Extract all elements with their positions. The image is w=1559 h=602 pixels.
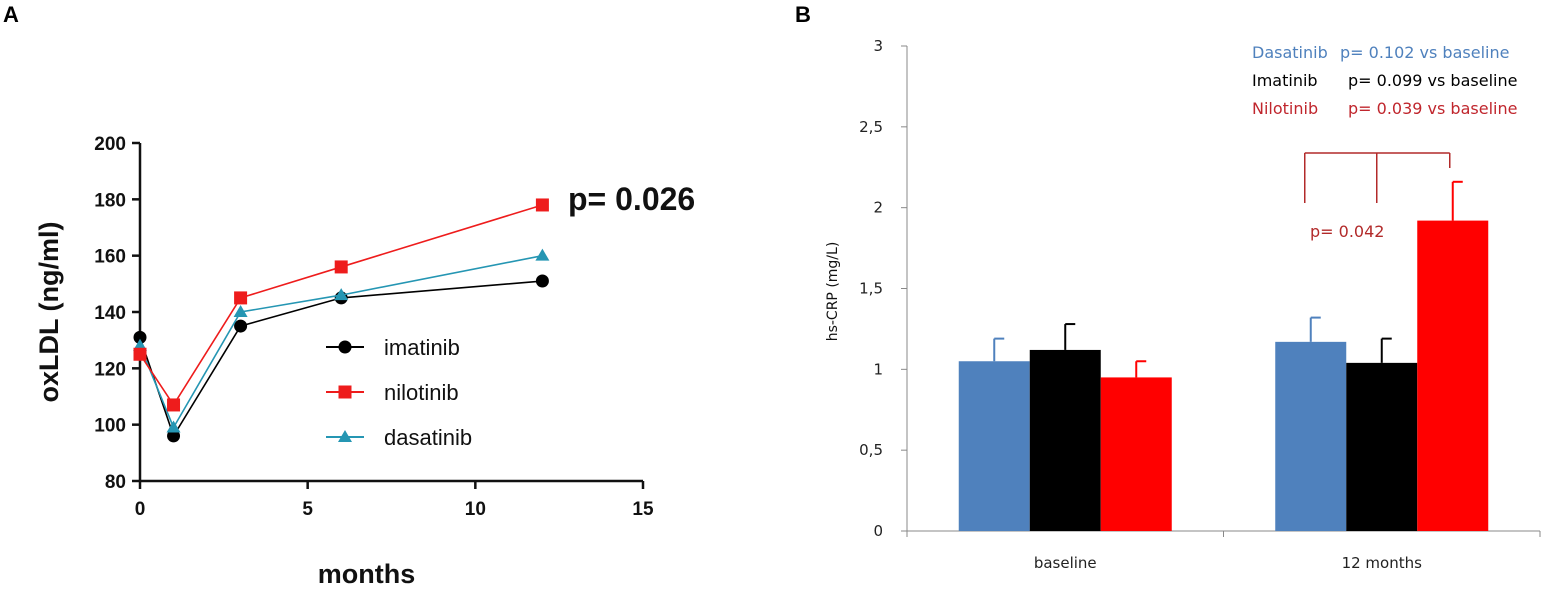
panel-a-legend-marker-dasatinib	[338, 430, 352, 442]
panel-b-bar-nilotinib-12-months	[1417, 220, 1489, 531]
panel-b-legend: Dasatinib p= 0.102 vs baseline Imatinib p= …	[1252, 43, 1517, 118]
panel-b: B 0 0,5 1 1,5 2 2,5 3 baseline 12 months hs-CRP …	[795, 2, 1541, 572]
panel-a-series-dasatinib	[133, 248, 550, 433]
panel-a-y-axis-title: oxLDL (ng/ml)	[34, 222, 64, 403]
panel-a-point-nilotinib	[234, 291, 248, 305]
panel-a-point-nilotinib	[133, 347, 147, 361]
panel-b-y-tick-label: 0	[873, 522, 883, 540]
panel-a-x-axis-title: months	[318, 559, 416, 589]
panel-a-legend-marker-nilotinib	[338, 385, 352, 399]
panel-b-significance-bracket	[1304, 152, 1451, 203]
panel-b-legend-name-imatinib: Imatinib	[1252, 71, 1318, 90]
panel-a-point-dasatinib	[166, 420, 181, 433]
panel-b-legend-stat-nilotinib: p= 0.039 vs baseline	[1348, 99, 1517, 118]
panel-b-bar-dasatinib-baseline	[958, 361, 1030, 531]
panel-a-series	[133, 198, 550, 443]
panel-b-y-tick-label: 2,5	[859, 118, 883, 136]
panel-a-axes: 80 100 120 140 160 180 200 0 5 10 15	[94, 134, 654, 520]
panel-a-x-tick-label: 15	[632, 499, 654, 520]
panel-b-bar-imatinib-12-months	[1346, 362, 1418, 531]
panel-a-legend-label-imatinib: imatinib	[384, 335, 460, 360]
panel-a-series-imatinib	[133, 274, 549, 443]
panel-b-y-axis-title: hs-CRP (mg/L)	[825, 242, 841, 342]
panel-a-y-tick-label: 160	[94, 247, 126, 268]
panel-b-letter: B	[795, 2, 811, 27]
panel-a: A 80 100 120 140 160 180 200 0 5 10 15 oxLDL (ng/m…	[3, 2, 695, 589]
panel-a-point-nilotinib	[535, 198, 549, 212]
panel-a-point-imatinib	[167, 429, 181, 443]
panel-a-x-tick-label: 5	[302, 499, 313, 520]
panel-b-y-tick-label: 3	[873, 37, 883, 55]
panel-a-y-tick-label: 80	[105, 472, 126, 493]
panel-a-y-tick-label: 120	[94, 359, 126, 380]
panel-a-y-tick-label: 100	[94, 416, 126, 437]
panel-a-point-imatinib	[133, 330, 147, 344]
panel-b-bar-nilotinib-baseline	[1100, 377, 1172, 531]
panel-b-bar-imatinib-baseline	[1029, 349, 1101, 531]
panel-b-legend-name-dasatinib: Dasatinib	[1252, 43, 1328, 62]
panel-b-p-value: p= 0.042	[1310, 222, 1384, 241]
panel-a-legend-marker-imatinib	[338, 340, 352, 354]
panel-a-point-imatinib	[234, 319, 248, 333]
panel-a-point-dasatinib	[334, 288, 349, 301]
panel-a-x-tick-label: 10	[465, 499, 486, 520]
panel-a-p-value: p= 0.026	[568, 181, 695, 217]
panel-a-line-dasatinib	[139, 254, 543, 430]
panel-a-y-tick-label: 180	[94, 190, 126, 211]
panel-a-point-imatinib	[535, 274, 549, 288]
panel-a-point-nilotinib	[167, 398, 181, 412]
panel-b-y-tick-label: 1	[873, 360, 883, 378]
panel-a-y-tick-label: 200	[94, 134, 126, 155]
panel-b-x-tick-label: 12 months	[1342, 554, 1423, 572]
panel-a-point-dasatinib	[535, 248, 550, 261]
panel-b-y-tick-label: 0,5	[859, 441, 883, 459]
panel-a-x-tick-label: 0	[135, 499, 146, 520]
panel-b-bar-dasatinib-12-months	[1275, 341, 1347, 531]
panel-b-x-tick-label: baseline	[1034, 554, 1097, 572]
panel-b-legend-stat-dasatinib: p= 0.102 vs baseline	[1340, 43, 1509, 62]
panel-a-line-nilotinib	[139, 204, 543, 407]
panel-a-y-tick-label: 140	[94, 303, 126, 324]
panel-b-legend-name-nilotinib: Nilotinib	[1252, 99, 1318, 118]
panel-a-letter: A	[3, 2, 19, 27]
panel-a-point-dasatinib	[233, 305, 248, 317]
panel-a-point-nilotinib	[334, 260, 348, 274]
panel-b-y-tick-label: 2	[873, 199, 883, 217]
panel-a-legend-label-nilotinib: nilotinib	[384, 380, 459, 405]
panel-a-series-nilotinib	[133, 198, 549, 412]
panel-b-y-tick-label: 1,5	[859, 280, 883, 298]
panel-a-legend-label-dasatinib: dasatinib	[384, 425, 472, 450]
panel-a-legend: imatinib nilotinib dasatinib	[326, 335, 472, 450]
panel-b-bars	[958, 180, 1489, 531]
panel-b-legend-stat-imatinib: p= 0.099 vs baseline	[1348, 71, 1517, 90]
